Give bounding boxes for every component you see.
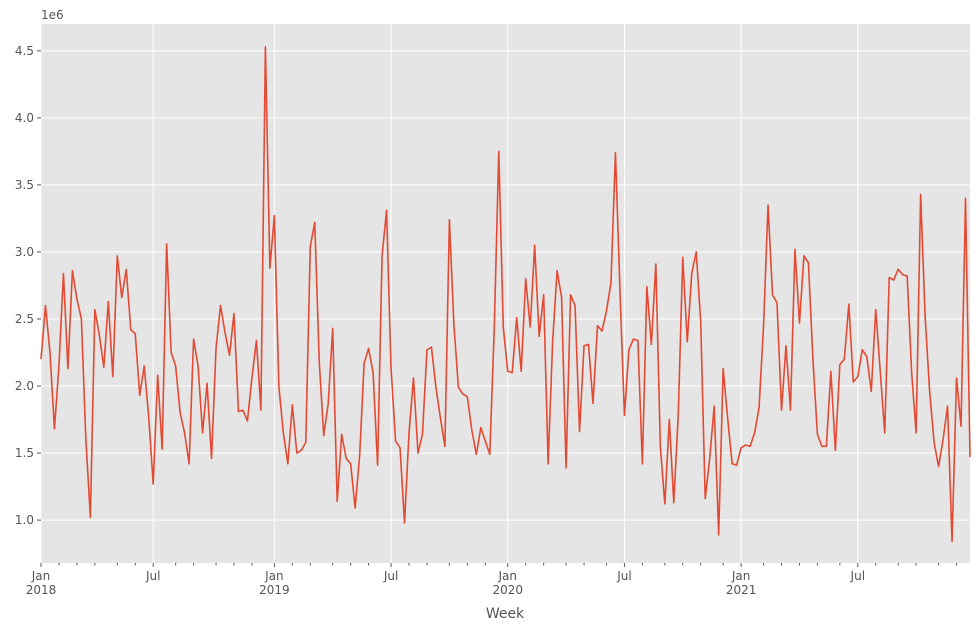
- x-tick-label: Jan: [731, 569, 751, 583]
- y-tick-label: 4.5: [15, 44, 34, 58]
- y-tick-label: 3.5: [15, 178, 34, 192]
- y-tick-label: 3.0: [15, 245, 34, 259]
- x-tick-label: Jul: [616, 569, 631, 583]
- y-tick-label: 2.5: [15, 312, 34, 326]
- series-line: [40, 45, 971, 543]
- x-tick-label: Jan: [497, 569, 517, 583]
- x-tick-label: Jan: [264, 569, 284, 583]
- plot-background: [41, 24, 970, 563]
- x-tick-year-label: 2019: [259, 583, 290, 597]
- x-tick-label: Jan: [31, 569, 51, 583]
- y-tick-label: 2.0: [15, 379, 34, 393]
- y-axis: 1.0 1.5 2.0 2.5 3.0 3.5 4.0 4.5: [15, 44, 41, 527]
- y-tick-label: 1.0: [15, 513, 34, 527]
- y-tick-label: 4.0: [15, 111, 34, 125]
- x-axis-title: Week: [486, 606, 525, 622]
- x-tick-year-label: 2020: [492, 583, 523, 597]
- x-tick-label: Jul: [383, 569, 398, 583]
- x-tick-year-label: 2018: [26, 583, 57, 597]
- y-offset-label: 1e6: [41, 8, 64, 22]
- x-tick-year-label: 2021: [726, 583, 757, 597]
- y-tick-label: 1.5: [15, 446, 34, 460]
- grid-lines: [40, 24, 970, 563]
- x-tick-label: Jul: [145, 569, 160, 583]
- x-tick-label: Jul: [850, 569, 865, 583]
